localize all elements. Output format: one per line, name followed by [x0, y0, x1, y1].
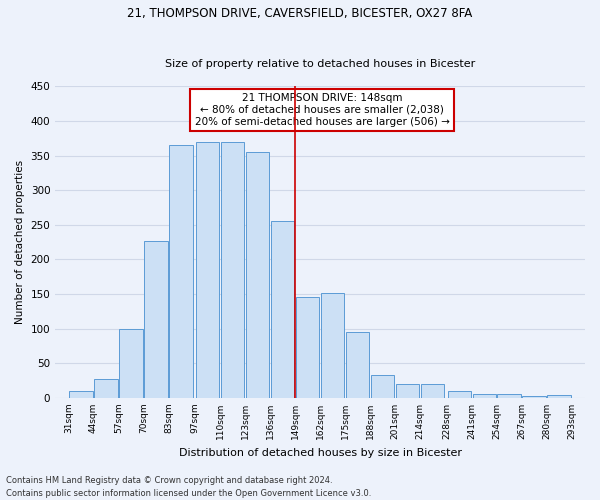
Bar [547, 395, 571, 398]
Bar [346, 332, 369, 398]
Bar [497, 394, 521, 398]
Bar [94, 379, 118, 398]
Bar [119, 328, 143, 398]
Text: 21 THOMPSON DRIVE: 148sqm
← 80% of detached houses are smaller (2,038)
20% of se: 21 THOMPSON DRIVE: 148sqm ← 80% of detac… [194, 94, 449, 126]
Bar [169, 146, 193, 398]
Bar [221, 142, 244, 398]
Text: Contains HM Land Registry data © Crown copyright and database right 2024.
Contai: Contains HM Land Registry data © Crown c… [6, 476, 371, 498]
Bar [421, 384, 444, 398]
Bar [321, 292, 344, 398]
Text: 21, THOMPSON DRIVE, CAVERSFIELD, BICESTER, OX27 8FA: 21, THOMPSON DRIVE, CAVERSFIELD, BICESTE… [127, 8, 473, 20]
Bar [70, 391, 93, 398]
Title: Size of property relative to detached houses in Bicester: Size of property relative to detached ho… [165, 59, 475, 69]
Bar [473, 394, 496, 398]
Bar [396, 384, 419, 398]
Bar [523, 396, 546, 398]
Bar [271, 222, 295, 398]
Bar [196, 142, 220, 398]
X-axis label: Distribution of detached houses by size in Bicester: Distribution of detached houses by size … [179, 448, 461, 458]
Y-axis label: Number of detached properties: Number of detached properties [15, 160, 25, 324]
Bar [246, 152, 269, 398]
Bar [448, 391, 471, 398]
Bar [371, 375, 394, 398]
Bar [144, 241, 167, 398]
Bar [296, 297, 319, 398]
